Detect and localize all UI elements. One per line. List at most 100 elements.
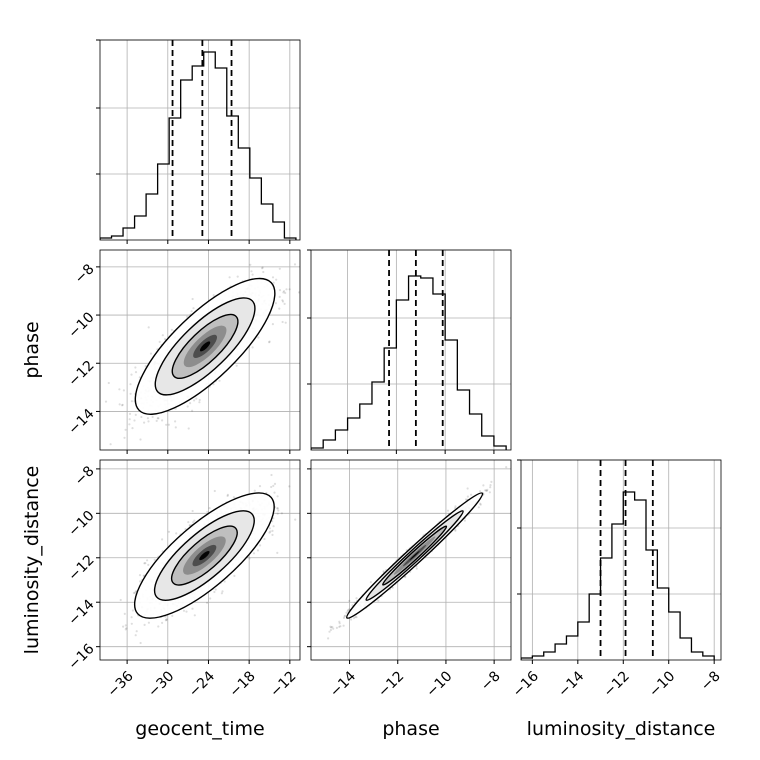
y-tick-label: −16 xyxy=(65,641,97,673)
sample-point xyxy=(278,307,281,310)
sample-point xyxy=(271,529,274,533)
y-axis-label: luminosity_distance xyxy=(21,466,43,655)
sample-point xyxy=(288,288,291,291)
sample-point xyxy=(281,299,284,302)
sample-point xyxy=(283,302,286,305)
sample-point xyxy=(122,389,125,392)
sample-point xyxy=(213,489,216,493)
sample-point xyxy=(140,415,143,419)
sample-point xyxy=(278,267,281,270)
sample-point xyxy=(156,417,159,420)
sample-point xyxy=(143,623,146,627)
sample-point xyxy=(175,532,178,535)
panel-phase xyxy=(307,249,512,454)
x-tick-label: −8 xyxy=(698,668,724,694)
sample-point xyxy=(206,601,209,604)
sample-point xyxy=(252,552,256,555)
sample-point xyxy=(130,373,133,376)
sample-point xyxy=(147,326,150,329)
sample-point xyxy=(212,383,215,386)
sample-point xyxy=(489,486,492,489)
sample-point xyxy=(157,417,160,420)
sample-point xyxy=(163,337,167,341)
density-contour xyxy=(199,550,210,561)
sample-point xyxy=(123,436,126,439)
sample-point xyxy=(209,597,212,600)
sample-point xyxy=(482,484,485,487)
sample-point xyxy=(129,392,132,395)
y-tick-label: −14 xyxy=(65,406,97,438)
sample-point xyxy=(281,300,285,303)
sample-point xyxy=(165,618,168,621)
sample-point xyxy=(288,485,291,488)
sample-point xyxy=(325,484,327,486)
sample-point xyxy=(276,507,279,510)
sample-point xyxy=(283,290,286,293)
sample-point xyxy=(221,590,224,593)
sample-point xyxy=(129,383,132,386)
sample-point xyxy=(269,530,272,533)
sample-point xyxy=(214,588,217,591)
y-tick-label: −14 xyxy=(65,597,97,629)
sample-point xyxy=(285,288,288,291)
sample-point xyxy=(139,438,142,441)
panel-geocent_time xyxy=(96,39,301,244)
sample-point xyxy=(133,419,136,422)
sample-point xyxy=(128,423,131,426)
sample-point xyxy=(153,558,156,561)
grid-lines xyxy=(100,39,300,240)
sample-point xyxy=(263,537,266,541)
sample-point xyxy=(276,551,279,555)
sample-point xyxy=(134,371,138,374)
sample-point xyxy=(235,364,238,367)
sample-point xyxy=(284,321,287,324)
x-tick-label: −12 xyxy=(267,668,299,700)
sample-point xyxy=(218,379,221,382)
sample-point xyxy=(174,426,177,429)
sample-point xyxy=(226,494,229,497)
sample-point xyxy=(382,570,385,573)
sample-point xyxy=(193,519,196,522)
sample-point xyxy=(232,496,235,499)
sample-point xyxy=(174,420,177,423)
sample-point xyxy=(97,424,99,426)
sample-point xyxy=(139,580,142,583)
sample-point xyxy=(161,621,164,625)
sample-point xyxy=(191,297,194,301)
sample-point xyxy=(192,307,195,310)
sample-point xyxy=(261,267,264,270)
sample-point xyxy=(271,276,275,279)
sample-point xyxy=(147,621,150,624)
sample-point xyxy=(185,610,188,613)
sample-point xyxy=(130,400,133,403)
sample-point xyxy=(124,624,127,627)
sample-point xyxy=(155,419,158,422)
sample-point xyxy=(187,427,190,430)
sample-point xyxy=(121,404,124,407)
sample-point xyxy=(276,512,279,515)
grid-lines xyxy=(311,249,511,450)
sample-point xyxy=(261,266,264,269)
sample-point xyxy=(128,412,132,415)
sample-point xyxy=(198,398,201,402)
sample-point xyxy=(271,533,274,537)
axes-frame xyxy=(99,459,301,661)
sample-point xyxy=(257,336,260,339)
sample-point xyxy=(276,495,279,498)
sample-point xyxy=(278,295,281,298)
x-tick-label: −24 xyxy=(186,668,218,700)
sample-point xyxy=(342,616,346,620)
sample-point xyxy=(121,403,124,406)
sample-point xyxy=(195,397,198,400)
sample-point xyxy=(130,622,133,625)
sample-point xyxy=(223,580,226,583)
sample-point xyxy=(118,388,121,391)
sample-point xyxy=(167,530,171,533)
density-layer xyxy=(97,263,300,446)
y-axis-label: phase xyxy=(21,321,43,378)
sample-point xyxy=(293,263,297,266)
sample-point xyxy=(164,619,167,622)
